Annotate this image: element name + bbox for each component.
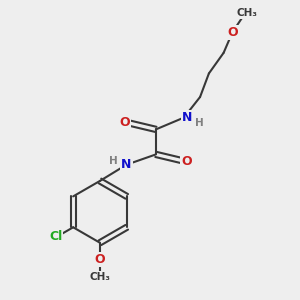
Text: H: H <box>195 118 203 128</box>
Text: N: N <box>182 111 192 124</box>
Text: N: N <box>121 158 132 171</box>
Text: O: O <box>94 253 105 266</box>
Text: H: H <box>109 156 118 166</box>
Text: CH₃: CH₃ <box>237 8 258 18</box>
Text: CH₃: CH₃ <box>89 272 110 282</box>
Text: O: O <box>120 116 130 128</box>
Text: O: O <box>227 26 238 39</box>
Text: Cl: Cl <box>49 230 62 243</box>
Text: O: O <box>182 155 192 168</box>
